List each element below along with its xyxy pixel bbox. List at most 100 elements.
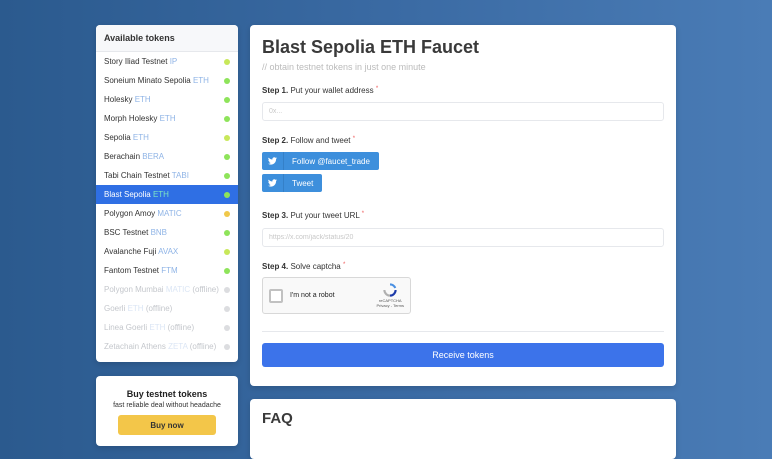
token-name: Holesky <box>104 95 133 104</box>
step-number: Step 1. <box>262 86 289 95</box>
step-text: Solve captcha <box>290 262 341 271</box>
follow-button[interactable]: Follow @faucet_trade <box>262 152 379 170</box>
step2-label: Step 2. Follow and tweet * <box>262 136 355 145</box>
tweet-label: Tweet <box>292 178 314 188</box>
token-symbol: IP <box>169 57 178 66</box>
status-dot-icon <box>224 229 230 236</box>
token-label: Story Iliad Testnet IP <box>104 57 177 66</box>
token-symbol: AVAX <box>158 247 179 256</box>
buy-now-button[interactable]: Buy now <box>118 415 216 435</box>
step3-label: Step 3. Put your tweet URL * <box>262 211 364 220</box>
token-label: Fantom Testnet FTM <box>104 266 178 275</box>
buy-card: Buy testnet tokens fast reliable deal wi… <box>96 376 238 446</box>
status-dot-icon <box>224 58 230 65</box>
token-name: Linea Goerli <box>104 323 148 332</box>
token-item[interactable]: Polygon Amoy MATIC <box>96 204 238 223</box>
twitter-icon <box>262 174 284 192</box>
status-dot-icon <box>224 77 230 84</box>
buy-title: Buy testnet tokens <box>126 389 208 399</box>
token-item[interactable]: Holesky ETH <box>96 90 238 109</box>
token-symbol: ZETA <box>168 342 188 351</box>
token-item[interactable]: Zetachain Athens ZETA (offline) <box>96 337 238 356</box>
required-mark: * <box>342 262 346 268</box>
token-item[interactable]: Soneium Minato Sepolia ETH <box>96 71 238 90</box>
token-name: Story Iliad Testnet <box>104 57 168 66</box>
token-label: Soneium Minato Sepolia ETH <box>104 76 209 85</box>
step-number: Step 4. <box>262 262 289 271</box>
token-label: Blast Sepolia ETH <box>104 190 169 199</box>
token-label: Linea Goerli ETH (offline) <box>104 323 194 332</box>
required-mark: * <box>352 136 356 142</box>
token-name: Polygon Mumbai <box>104 285 164 294</box>
token-label: Zetachain Athens ZETA (offline) <box>104 342 216 351</box>
captcha-label: I'm not a robot <box>290 292 335 299</box>
token-symbol: ETH <box>152 190 169 199</box>
token-item[interactable]: Morph Holesky ETH <box>96 109 238 128</box>
token-name: Goerli <box>104 304 126 313</box>
status-dot-icon <box>224 343 230 350</box>
status-dot-icon <box>224 191 230 198</box>
status-dot-icon <box>224 115 230 122</box>
token-label: Polygon Amoy MATIC <box>104 209 182 218</box>
token-name: Berachain <box>104 152 141 161</box>
token-label: Avalanche Fuji AVAX <box>104 247 178 256</box>
token-item[interactable]: Avalanche Fuji AVAX <box>96 242 238 261</box>
token-list-title: Available tokens <box>96 25 238 52</box>
token-label: Berachain BERA <box>104 152 164 161</box>
token-item[interactable]: Sepolia ETH <box>96 128 238 147</box>
token-name: Sepolia <box>104 133 131 142</box>
status-dot-icon <box>224 248 230 255</box>
status-dot-icon <box>224 305 230 312</box>
divider <box>262 331 664 332</box>
token-name: Morph Holesky <box>104 114 158 123</box>
token-label: Tabi Chain Testnet TABI <box>104 171 189 180</box>
status-dot-icon <box>224 153 230 160</box>
token-status: (offline) <box>167 323 195 332</box>
page-title: Blast Sepolia ETH Faucet <box>262 37 480 57</box>
token-status: (offline) <box>189 342 217 351</box>
token-label: Holesky ETH <box>104 95 151 104</box>
step-text: Put your tweet URL <box>290 211 360 220</box>
token-item[interactable]: Linea Goerli ETH (offline) <box>96 318 238 337</box>
token-status: (offline) <box>192 285 219 294</box>
step-number: Step 2. <box>262 136 289 145</box>
token-item[interactable]: Story Iliad Testnet IP <box>96 52 238 71</box>
required-mark: * <box>361 211 365 217</box>
tweet-url-input[interactable] <box>262 228 664 247</box>
token-status: (offline) <box>145 304 173 313</box>
recaptcha-links[interactable]: Privacy - Terms <box>376 303 404 309</box>
token-symbol: BERA <box>142 152 165 161</box>
token-label: Goerli ETH (offline) <box>104 304 172 313</box>
token-item[interactable]: Berachain BERA <box>96 147 238 166</box>
token-item[interactable]: Blast Sepolia ETH <box>96 185 238 204</box>
token-item[interactable]: BSC Testnet BNB <box>96 223 238 242</box>
faq-card: FAQ <box>250 399 676 459</box>
token-name: BSC Testnet <box>104 228 149 237</box>
tweet-button[interactable]: Tweet <box>262 174 323 192</box>
token-item[interactable]: Polygon Mumbai MATIC (offline) <box>96 280 238 299</box>
token-symbol: BNB <box>150 228 168 237</box>
recaptcha-widget: I'm not a robot reCAPTCHA Privacy - Term… <box>262 277 411 314</box>
status-dot-icon <box>224 324 230 331</box>
buy-subtitle: fast reliable deal without headache <box>113 402 221 409</box>
captcha-checkbox[interactable] <box>269 288 283 303</box>
token-name: Soneium Minato Sepolia <box>104 76 191 85</box>
recaptcha-brand: reCAPTCHA <box>378 297 402 303</box>
step-text: Follow and tweet <box>290 136 351 145</box>
token-item[interactable]: Goerli ETH (offline) <box>96 299 238 318</box>
token-symbol: TABI <box>171 171 189 180</box>
follow-label: Follow @faucet_trade <box>292 156 370 166</box>
token-item[interactable]: Tabi Chain Testnet TABI <box>96 166 238 185</box>
required-mark: * <box>375 86 379 92</box>
token-label: Morph Holesky ETH <box>104 114 176 123</box>
receive-tokens-button[interactable]: Receive tokens <box>262 343 664 367</box>
step-number: Step 3. <box>262 211 289 220</box>
token-name: Tabi Chain Testnet <box>104 171 170 180</box>
status-dot-icon <box>224 134 230 141</box>
token-item[interactable]: Fantom Testnet FTM <box>96 261 238 280</box>
token-label: BSC Testnet BNB <box>104 228 167 237</box>
wallet-address-input[interactable] <box>262 102 664 121</box>
token-symbol: ETH <box>159 114 176 123</box>
status-dot-icon <box>224 286 230 293</box>
step1-label: Step 1. Put your wallet address * <box>262 86 378 95</box>
